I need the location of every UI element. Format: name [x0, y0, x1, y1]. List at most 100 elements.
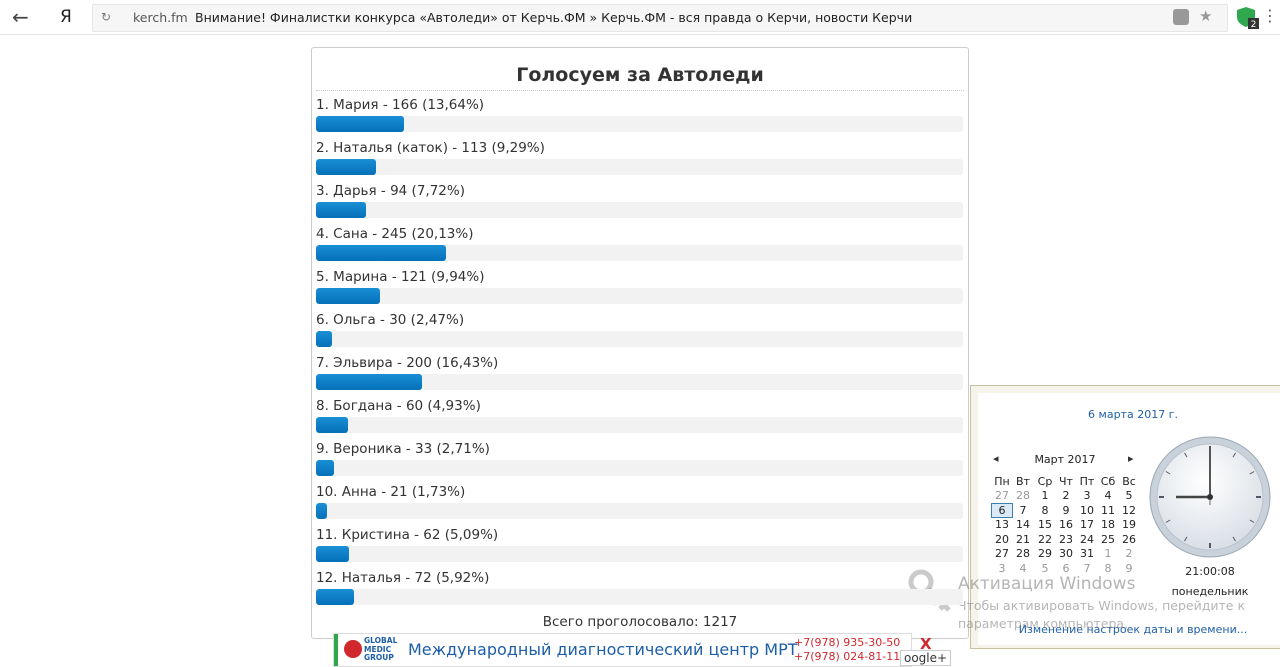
- calendar-day[interactable]: 20: [995, 532, 1009, 546]
- share-button[interactable]: oogle+: [900, 650, 952, 666]
- poll-option-label: 6. Ольга - 30 (2,47%): [316, 312, 465, 328]
- analog-clock: [1149, 436, 1271, 558]
- ad-banner[interactable]: GLOBAL MEDIC GROUP Международный диагнос…: [333, 633, 912, 667]
- calendar-day[interactable]: 10: [1080, 503, 1094, 517]
- calendar-day[interactable]: 28: [1016, 489, 1030, 502]
- calendar-day[interactable]: 5: [1125, 489, 1133, 502]
- yandex-logo[interactable]: Я: [60, 7, 72, 27]
- calendar-day[interactable]: 12: [1122, 503, 1136, 517]
- calendar-day[interactable]: 16: [1059, 518, 1073, 532]
- calendar-day[interactable]: 31: [1080, 547, 1094, 561]
- calendar-day[interactable]: 9: [1062, 503, 1070, 517]
- poll-track: [316, 374, 963, 390]
- calendar-day[interactable]: 6: [1062, 562, 1070, 575]
- poll-option-label: 3. Дарья - 94 (7,72%): [316, 183, 465, 199]
- calendar-day[interactable]: 8: [1041, 503, 1049, 517]
- calendar-day[interactable]: 28: [1016, 547, 1030, 561]
- calendar-day[interactable]: 17: [1080, 518, 1094, 532]
- poll-option-label: 2. Наталья (каток) - 113 (9,29%): [316, 140, 545, 156]
- poll-option-label: 4. Сана - 245 (20,13%): [316, 226, 474, 242]
- poll-title: Голосуем за Автоледи: [516, 64, 764, 86]
- poll-track: [316, 116, 963, 132]
- poll-total: Всего проголосовало: 1217: [542, 614, 738, 630]
- calendar-day[interactable]: 2: [1125, 547, 1133, 561]
- calendar-date[interactable]: 6 марта 2017 г.: [1088, 408, 1178, 421]
- calendar-day[interactable]: 1: [1041, 489, 1049, 502]
- next-month[interactable]: ▸: [1128, 452, 1134, 465]
- ad-stripe: [334, 634, 338, 666]
- weekday: Ср: [1037, 475, 1053, 488]
- ad-logo: GLOBAL MEDIC GROUP: [364, 636, 398, 662]
- poll-track: [316, 159, 963, 175]
- ad-phone: +7(978) 935-30-50: [794, 636, 901, 649]
- domain: kerch.fm: [133, 10, 188, 25]
- clock-pin: [1207, 494, 1213, 500]
- calendar-day[interactable]: 18: [1101, 518, 1115, 532]
- calendar-day[interactable]: 4: [1019, 562, 1027, 575]
- ad-text: Международный диагностический центр МРТ: [408, 640, 798, 659]
- calendar-day[interactable]: 30: [1059, 547, 1073, 561]
- calendar-day[interactable]: 21: [1016, 532, 1030, 546]
- poll-track: [316, 245, 963, 261]
- watermark-text: Чтобы активировать Windows, перейдите к …: [958, 598, 1246, 631]
- poll-bar: [316, 546, 349, 562]
- settings-link[interactable]: Изменение настроек даты и времени...: [1018, 623, 1248, 636]
- calendar-day[interactable]: 2: [1062, 489, 1070, 502]
- calendar-day[interactable]: 24: [1080, 532, 1094, 546]
- calendar-day[interactable]: 9: [1125, 562, 1133, 575]
- menu[interactable]: ⋮: [1262, 6, 1278, 25]
- calendar-day[interactable]: 27: [995, 547, 1009, 561]
- clock-tick: [1165, 519, 1171, 523]
- calendar-day[interactable]: 15: [1038, 518, 1052, 532]
- extension-icon[interactable]: 2: [1236, 6, 1260, 30]
- calendar-day[interactable]: 3: [1083, 489, 1091, 502]
- calendar-day[interactable]: 26: [1122, 532, 1136, 546]
- ad-close[interactable]: X: [920, 635, 932, 653]
- poll-bar: [316, 503, 328, 519]
- clock-tick: [1249, 471, 1255, 475]
- calendar-day[interactable]: 22: [1038, 532, 1052, 546]
- calendar-day[interactable]: 27: [995, 489, 1009, 502]
- poll-option-label: 7. Эльвира - 200 (16,43%): [316, 355, 499, 371]
- calendar-day[interactable]: 23: [1059, 532, 1073, 546]
- calendar-day[interactable]: 1: [1104, 547, 1112, 561]
- calendar-day[interactable]: 29: [1038, 547, 1052, 561]
- badge: 2: [1251, 20, 1257, 30]
- bookmark-star[interactable]: ★: [1199, 7, 1213, 25]
- calendar-day[interactable]: 8: [1104, 562, 1112, 575]
- reload[interactable]: ↻: [101, 10, 112, 24]
- poll-bar: [316, 374, 423, 390]
- calendar-day[interactable]: 19: [1122, 518, 1136, 532]
- prev-month[interactable]: ◂: [993, 452, 999, 465]
- poll-option-label: 12. Наталья - 72 (5,92%): [316, 570, 490, 586]
- calendar-day[interactable]: 4: [1104, 489, 1112, 502]
- poll-track: [316, 503, 963, 519]
- calendar-day[interactable]: 14: [1016, 518, 1030, 532]
- badge-bg: [1248, 18, 1259, 29]
- poll-bar: [316, 288, 381, 304]
- calendar-day[interactable]: 5: [1041, 562, 1049, 575]
- poll-track: [316, 460, 963, 476]
- poll-track: [316, 589, 963, 605]
- browser-toolbar: ← Я ↻ kerch.fm Внимание! Финалистки конк…: [0, 0, 1280, 35]
- calendar-day[interactable]: 7: [1019, 503, 1027, 517]
- poll-track: [316, 546, 963, 562]
- clock-tick: [1232, 452, 1236, 458]
- clock-weekday: понедельник: [1171, 585, 1249, 598]
- protect-icon[interactable]: [1173, 9, 1189, 25]
- ad-phone: +7(978) 024-81-11: [794, 650, 901, 663]
- address-bar[interactable]: ↻ kerch.fm Внимание! Финалистки конкурса…: [92, 4, 1228, 32]
- ad-logo-icon: [344, 640, 362, 658]
- calendar-day[interactable]: 7: [1083, 562, 1091, 575]
- clock-tick: [1232, 536, 1236, 542]
- weekday: Пт: [1079, 475, 1095, 488]
- calendar-day[interactable]: 3: [998, 562, 1006, 575]
- calendar-day[interactable]: 25: [1101, 532, 1115, 546]
- calendar-day[interactable]: 13: [995, 518, 1009, 532]
- calendar-day[interactable]: 11: [1101, 503, 1115, 517]
- poll-bar: [316, 589, 355, 605]
- back-button[interactable]: ←: [12, 5, 29, 29]
- calendar-day[interactable]: 6: [991, 502, 1013, 518]
- weekday: Сб: [1100, 475, 1116, 488]
- poll-option-label: 1. Мария - 166 (13,64%): [316, 97, 485, 113]
